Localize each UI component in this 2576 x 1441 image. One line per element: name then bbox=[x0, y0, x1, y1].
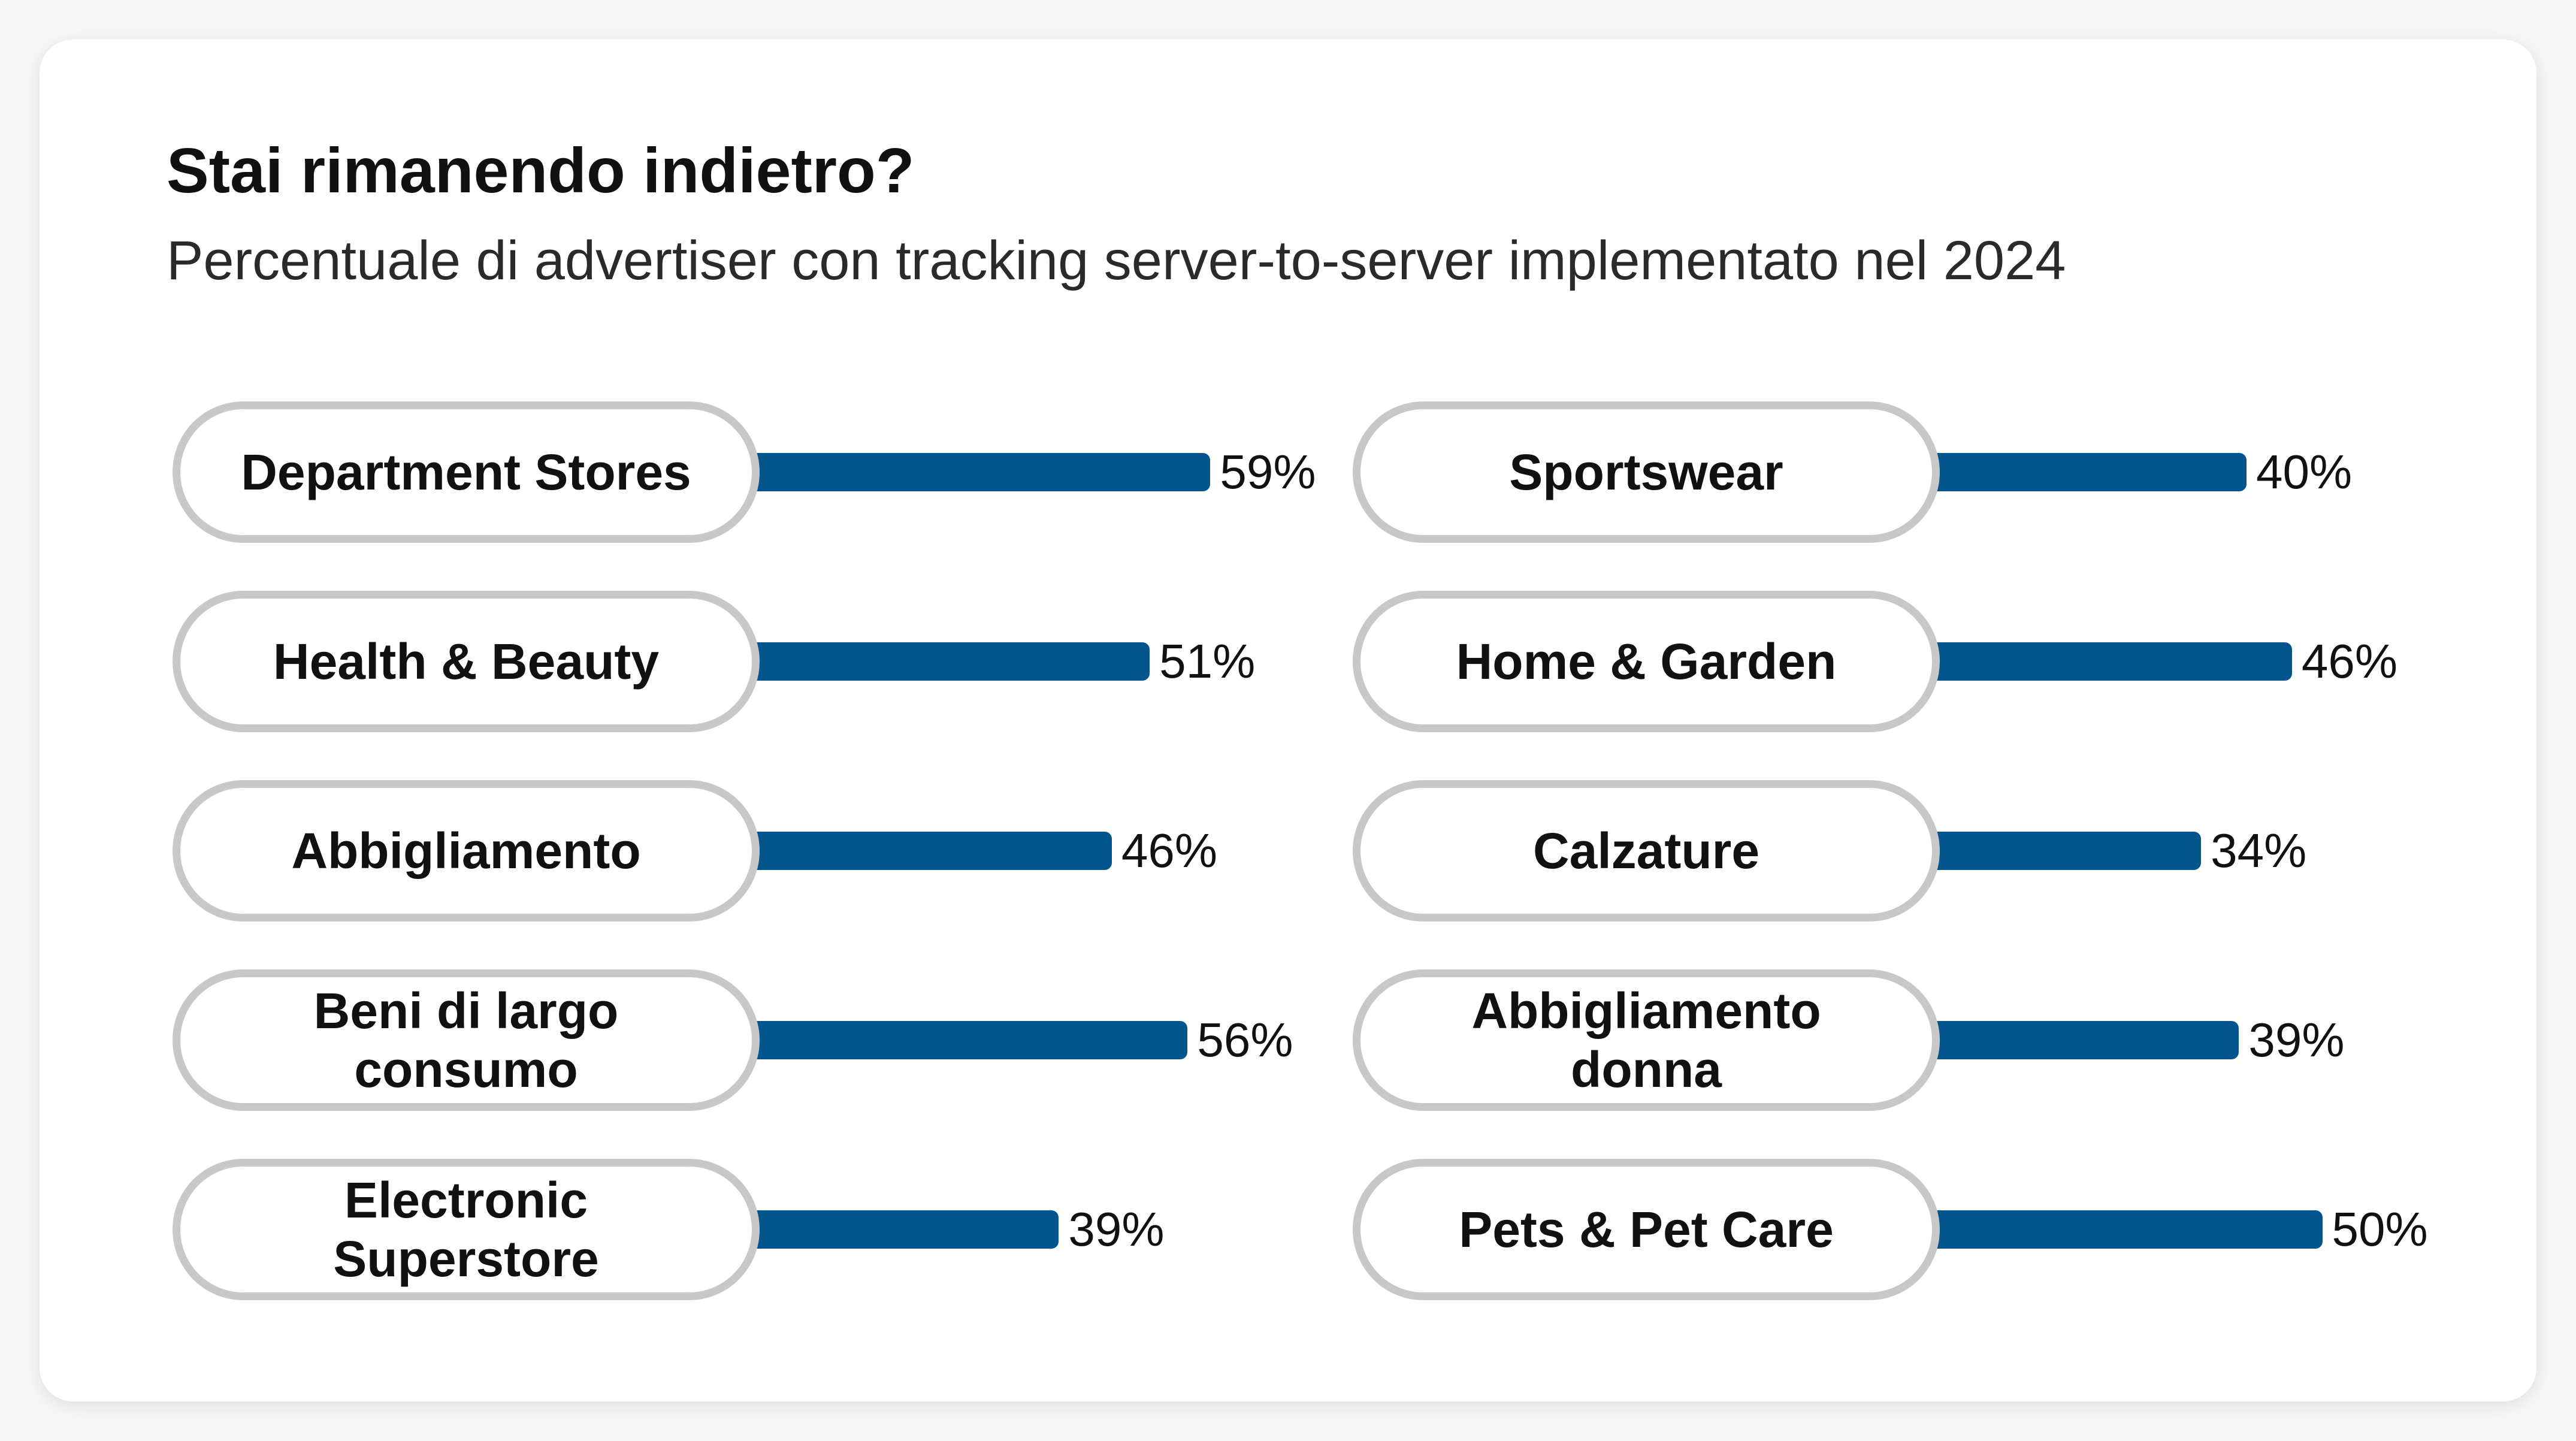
category-label: Pets & Pet Care bbox=[1459, 1201, 1834, 1258]
value-label: 34% bbox=[2211, 824, 2307, 877]
value-label: 59% bbox=[1220, 445, 1316, 499]
category-label: Calzature bbox=[1532, 823, 1760, 879]
value-bar bbox=[1931, 1210, 2323, 1249]
category-label: Abbigliamento bbox=[291, 823, 641, 879]
chart-row: Abbigliamento donna 39% bbox=[1353, 969, 2551, 1111]
category-pill: Health & Beauty bbox=[173, 591, 760, 732]
category-label: Home & Garden bbox=[1456, 633, 1837, 690]
chart-row: Home & Garden 46% bbox=[1353, 591, 2551, 732]
category-pill: Electronic Superstore bbox=[173, 1159, 760, 1300]
value-label: 46% bbox=[2301, 635, 2398, 688]
value-bar bbox=[751, 642, 1150, 681]
chart-subtitle: Percentuale di advertiser con tracking s… bbox=[167, 230, 2066, 291]
value-bar bbox=[751, 832, 1112, 870]
category-pill: Calzature bbox=[1353, 780, 1940, 922]
chart-title: Stai rimanendo indietro? bbox=[167, 135, 915, 206]
value-label: 40% bbox=[2256, 445, 2353, 499]
value-label: 50% bbox=[2332, 1203, 2428, 1256]
value-label: 39% bbox=[2248, 1013, 2345, 1067]
value-bar bbox=[751, 453, 1211, 491]
category-pill: Sportswear bbox=[1353, 401, 1940, 543]
value-bar bbox=[1931, 1021, 2239, 1059]
chart-row: Electronic Superstore 39% bbox=[173, 1159, 1371, 1300]
category-label: Abbigliamento donna bbox=[1471, 983, 1821, 1098]
category-label: Beni di largo consumo bbox=[313, 983, 619, 1098]
value-label: 46% bbox=[1121, 824, 1218, 877]
value-label: 39% bbox=[1068, 1203, 1165, 1256]
value-bar bbox=[1931, 832, 2202, 870]
category-pill: Pets & Pet Care bbox=[1353, 1159, 1940, 1300]
category-pill: Home & Garden bbox=[1353, 591, 1940, 732]
category-pill: Abbigliamento bbox=[173, 780, 760, 922]
value-label: 51% bbox=[1159, 635, 1256, 688]
chart-row: Pets & Pet Care 50% bbox=[1353, 1159, 2551, 1300]
chart-row: Beni di largo consumo 56% bbox=[173, 969, 1371, 1111]
chart-row: Calzature 34% bbox=[1353, 780, 2551, 922]
category-pill: Department Stores bbox=[173, 401, 760, 543]
chart-row: Department Stores 59% bbox=[173, 401, 1371, 543]
category-pill: Beni di largo consumo bbox=[173, 969, 760, 1111]
value-bar bbox=[1931, 642, 2292, 681]
value-label: 56% bbox=[1197, 1013, 1293, 1067]
category-label: Electronic Superstore bbox=[333, 1172, 599, 1287]
category-label: Department Stores bbox=[241, 444, 691, 500]
category-pill: Abbigliamento donna bbox=[1353, 969, 1940, 1111]
chart-row: Abbigliamento 46% bbox=[173, 780, 1371, 922]
chart-row: Sportswear 40% bbox=[1353, 401, 2551, 543]
value-bar bbox=[751, 1210, 1059, 1249]
category-label: Health & Beauty bbox=[273, 633, 660, 690]
value-bar bbox=[1931, 453, 2247, 491]
category-label: Sportswear bbox=[1509, 444, 1783, 500]
value-bar bbox=[751, 1021, 1188, 1059]
chart-row: Health & Beauty 51% bbox=[173, 591, 1371, 732]
